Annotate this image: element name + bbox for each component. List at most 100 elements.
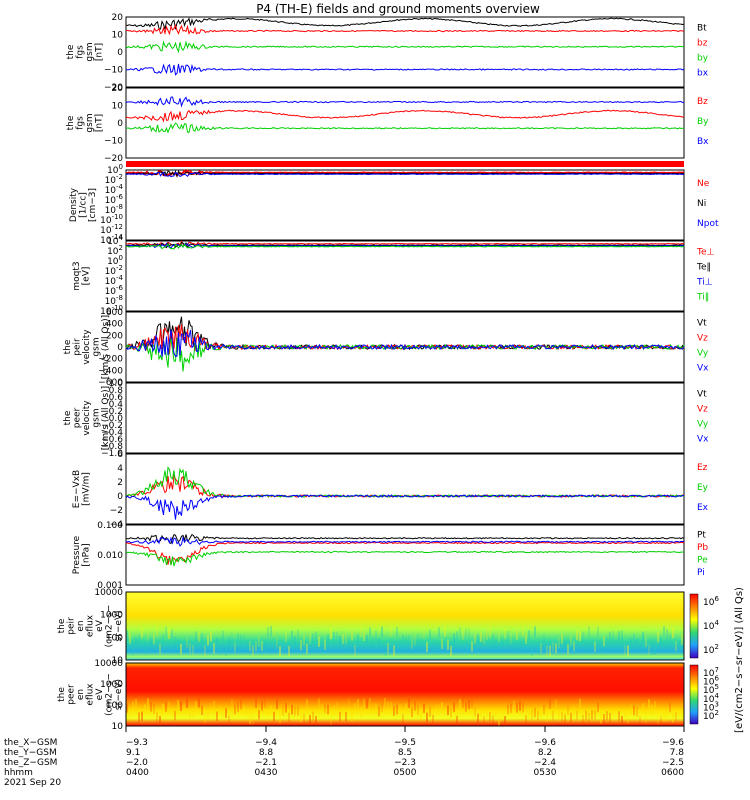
spectrogram-stripe bbox=[591, 709, 593, 720]
spectrogram-stripe bbox=[639, 716, 641, 726]
spectrogram-stripe bbox=[129, 711, 131, 722]
spectrogram-stripe bbox=[516, 703, 518, 713]
spectrogram-stripe bbox=[663, 712, 665, 722]
spectrogram-stripe bbox=[393, 706, 395, 716]
spectrogram-stripe bbox=[378, 706, 380, 717]
series-line-Bz bbox=[125, 109, 685, 123]
panel-ylabel-line: en bbox=[76, 620, 86, 631]
spectrogram-stripe bbox=[312, 711, 314, 722]
spectrogram-stripe bbox=[582, 714, 584, 725]
spectrogram-stripe bbox=[498, 631, 500, 642]
panel-1: the fgs gsm [nT] 20 10 0 −10 −20 Bt bz by bx bbox=[66, 13, 709, 93]
spectrogram-stripe bbox=[210, 703, 212, 713]
y-tick-label: 0 bbox=[117, 343, 123, 353]
spectrogram-stripe bbox=[423, 703, 425, 713]
spectrogram-stripe bbox=[165, 626, 167, 637]
y-tick-label: 1.0 bbox=[109, 379, 124, 389]
y-tick-label: 10 bbox=[112, 102, 124, 112]
spectrogram-stripe bbox=[471, 698, 473, 709]
spectrogram-stripe bbox=[606, 636, 608, 647]
spectrogram-stripe bbox=[540, 643, 542, 654]
panel-ylabel-line: (cm2−s− bbox=[105, 673, 115, 716]
y-tick-label: 1000 bbox=[100, 611, 123, 621]
spectrogram-stripe bbox=[480, 707, 482, 718]
spectrogram-stripe bbox=[522, 626, 524, 637]
spectrogram-stripe bbox=[429, 707, 431, 717]
spectrogram-stripe bbox=[198, 697, 200, 708]
spectrogram-stripe bbox=[270, 626, 272, 637]
spectrogram-stripe bbox=[585, 710, 587, 721]
spectrogram-stripe bbox=[654, 644, 656, 655]
panel-ylabel-line: Pressure bbox=[72, 535, 82, 574]
spectrogram-stripe bbox=[489, 626, 491, 637]
panel-ylabel-line: fgs bbox=[76, 45, 86, 59]
panel-ylabel-line: moqt3 bbox=[72, 261, 82, 290]
spectrogram-stripe bbox=[186, 637, 188, 649]
spectrogram-stripe bbox=[174, 710, 176, 721]
spectrogram-stripe bbox=[498, 715, 500, 726]
spectrogram-stripe bbox=[432, 641, 434, 652]
spectrogram-stripe bbox=[231, 699, 233, 709]
spectrogram-stripe bbox=[483, 633, 485, 645]
y-tick-label: −10 bbox=[104, 137, 123, 147]
panel-7: E=−VxB [mV/m] 6 4 2 0 −2 −4 Ez Ey Ex bbox=[72, 450, 709, 530]
legend-Ey: Ey bbox=[697, 483, 709, 493]
x-tick-label: 9.1 bbox=[126, 748, 140, 758]
spectrogram-stripe bbox=[651, 705, 653, 715]
spectrogram-stripe bbox=[243, 633, 245, 645]
spectrogram-stripe bbox=[486, 629, 488, 640]
legend-Te⊥: Te⊥ bbox=[696, 248, 715, 258]
spectrogram-stripe bbox=[192, 645, 194, 656]
spectrogram-stripe bbox=[462, 629, 464, 641]
spectrogram-stripe bbox=[438, 627, 440, 638]
spectrogram-stripe bbox=[321, 636, 323, 647]
spectrogram-stripe bbox=[258, 710, 260, 720]
spectrogram-stripe bbox=[528, 708, 530, 719]
spectrogram-stripe bbox=[408, 634, 410, 646]
series-line-Vx bbox=[125, 329, 685, 358]
spectrogram-stripe bbox=[531, 709, 533, 720]
spectrogram-stripe bbox=[549, 699, 551, 709]
series-line-Ni bbox=[125, 170, 685, 178]
x-tick-label: 0430 bbox=[255, 768, 278, 778]
x-tick-label: 7.8 bbox=[670, 748, 685, 758]
legend-bz: bz bbox=[697, 39, 708, 49]
spectrogram-stripe bbox=[552, 641, 554, 653]
spectrogram-stripe bbox=[450, 708, 452, 718]
legend-Te‖: Te‖ bbox=[696, 263, 711, 273]
colorbar-label: [eV/(cm2−s−sr−eV)] (All Qs) bbox=[734, 587, 745, 733]
panel-frame bbox=[125, 453, 685, 525]
spectrogram-stripe bbox=[519, 641, 521, 653]
y-tick-label: 20 bbox=[112, 13, 124, 23]
spectrogram-stripe bbox=[432, 714, 434, 725]
spectrogram-stripe bbox=[522, 702, 524, 713]
spectrogram-stripe bbox=[372, 636, 374, 647]
spectrogram-stripe bbox=[306, 643, 308, 654]
spectrogram-stripe bbox=[648, 699, 650, 709]
spectrogram-stripe bbox=[600, 642, 602, 653]
spectrogram-stripe bbox=[615, 705, 617, 715]
spectrogram-stripe bbox=[381, 626, 383, 637]
panel-ylabel-line: fgs bbox=[76, 116, 86, 130]
spectrogram-stripe bbox=[180, 644, 182, 655]
spectrogram-stripe bbox=[525, 633, 527, 644]
spectrogram-stripe bbox=[393, 645, 395, 656]
spectrogram-stripe bbox=[141, 711, 143, 721]
spectrogram-stripe bbox=[315, 631, 317, 642]
spectrogram-stripe bbox=[627, 645, 629, 656]
spectrogram-stripe bbox=[303, 635, 305, 646]
spectrogram-stripe bbox=[570, 635, 572, 646]
x-tick-label: −9.4 bbox=[255, 738, 277, 748]
legend-Vt: Vt bbox=[697, 319, 707, 329]
spectrogram-stripe bbox=[639, 642, 641, 653]
panel-ylabel-line: [nT] bbox=[95, 43, 105, 61]
spectrogram-stripe bbox=[177, 638, 179, 649]
legend-Vx: Vx bbox=[697, 364, 709, 374]
spectrogram-stripe bbox=[396, 704, 398, 715]
spectrogram-stripe bbox=[249, 714, 251, 725]
spectrogram-stripe bbox=[597, 702, 599, 713]
spectrogram-stripe bbox=[600, 713, 602, 724]
y-tick-label: 2 bbox=[117, 478, 123, 488]
spectrogram-stripe bbox=[561, 712, 563, 722]
spectrogram-stripe bbox=[615, 641, 617, 652]
